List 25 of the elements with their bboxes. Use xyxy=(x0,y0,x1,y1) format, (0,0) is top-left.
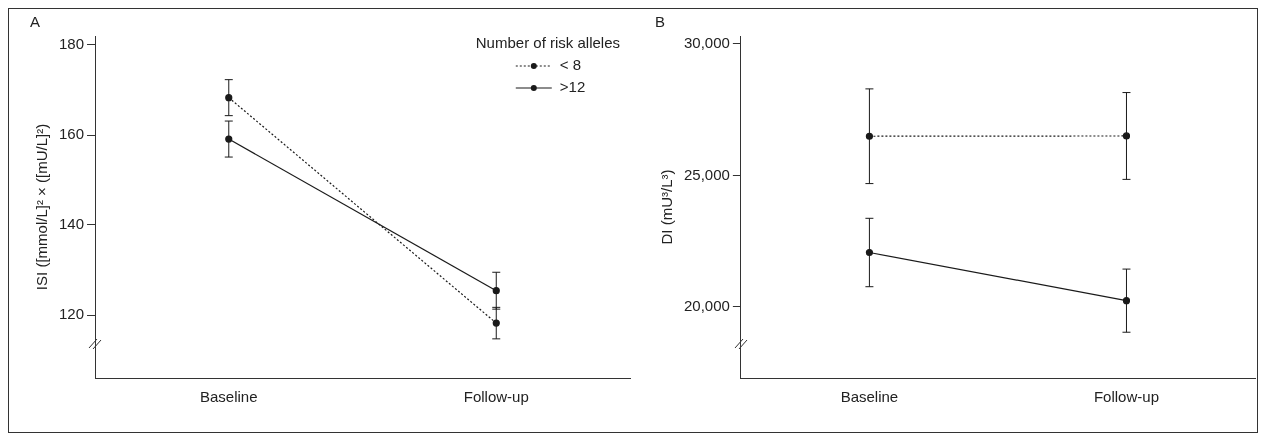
point xyxy=(492,319,500,327)
legend-label: >12 xyxy=(559,78,586,96)
legend-title: Number of risk alleles xyxy=(475,34,620,52)
x-tick-label: Follow-up xyxy=(463,388,529,406)
y-axis-title: ISI ([mmol/L]² × ([mU/L]²) xyxy=(33,123,51,291)
y-tick-label: 120 xyxy=(59,305,85,323)
point xyxy=(492,287,500,295)
chart-title: A xyxy=(30,13,41,31)
point xyxy=(1122,297,1131,305)
x-tick-label: Baseline xyxy=(200,388,258,406)
point xyxy=(865,248,874,257)
legend-label: < 8 xyxy=(559,56,582,74)
y-tick-label: 20,000 xyxy=(683,297,730,315)
point xyxy=(865,132,874,140)
chart-title: B xyxy=(655,13,666,31)
y-axis-title: DI (mU³/L³) xyxy=(658,169,676,245)
y-tick-label: 180 xyxy=(59,35,85,53)
y-tick-label: 160 xyxy=(59,125,85,143)
y-tick-label: 25,000 xyxy=(683,165,730,183)
x-tick-label: Baseline xyxy=(840,388,899,406)
point xyxy=(225,94,233,102)
y-tick-label: 30,000 xyxy=(683,34,730,52)
x-tick-label: Follow-up xyxy=(1093,388,1159,406)
y-tick-label: 140 xyxy=(59,215,85,233)
point xyxy=(225,135,233,143)
